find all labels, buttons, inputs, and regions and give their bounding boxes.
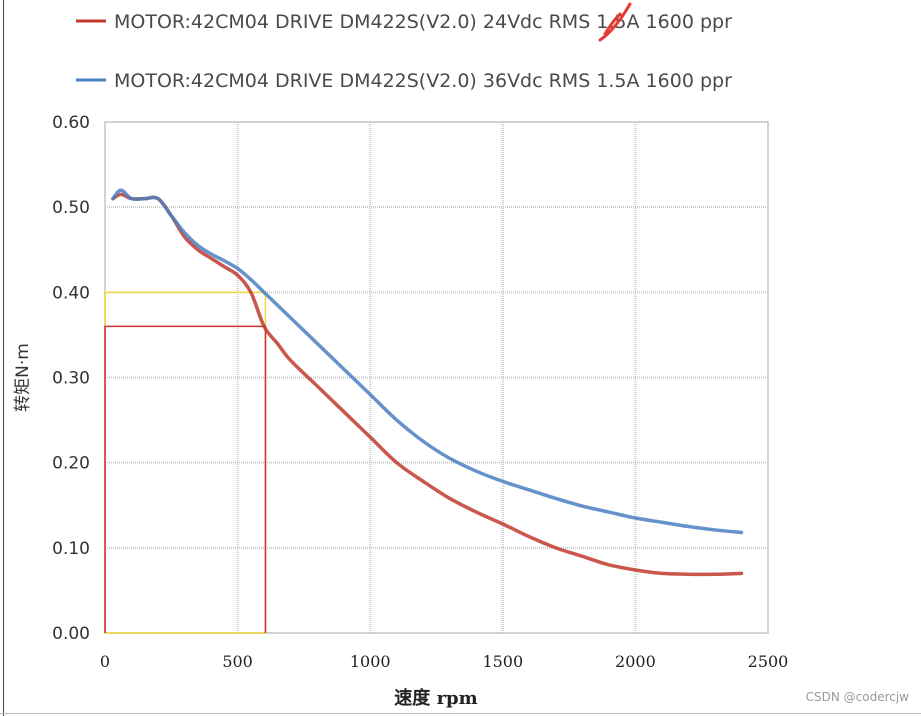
y-tick-label: 0.60: [52, 113, 90, 133]
x-tick-label: 1500: [482, 652, 523, 671]
watermark: CSDN @codercjw: [805, 690, 909, 704]
x-tick-label: 2000: [615, 652, 656, 671]
legend-label-1: MOTOR:42CM04 DRIVE DM422S(V2.0) 24Vdc RM…: [114, 11, 732, 33]
red-scribble-mark: [598, 2, 632, 42]
y-axis-label: 转矩N·m: [13, 343, 33, 412]
chart-series: [111, 188, 744, 577]
x-tick-label: 0: [100, 652, 110, 671]
y-tick-label: 0.20: [52, 454, 90, 474]
x-tick-label: 2500: [748, 652, 789, 671]
series-line-2: [111, 188, 744, 535]
chart-grid: [104, 121, 769, 634]
bottom-border: [0, 713, 921, 714]
y-tick-label: 0.10: [52, 539, 90, 559]
red-annotation-box: [104, 325, 267, 633]
plot-area: [104, 121, 769, 634]
y-tick-label: 0.00: [52, 624, 90, 644]
chart-axes: 0.00 0.10 0.20 0.30 0.40 0.50 0.60 0 500 1000 1500…: [13, 113, 788, 709]
y-tick-label: 0.30: [52, 369, 90, 389]
x-axis-label: 速度 rpm: [394, 687, 477, 709]
left-border: [3, 0, 4, 716]
y-tick-label: 0.50: [52, 198, 90, 218]
chart-annotations: [104, 291, 267, 634]
x-tick-label: 1000: [350, 652, 391, 671]
y-tick-label: 0.40: [52, 283, 90, 303]
legend-label-2: MOTOR:42CM04 DRIVE DM422S(V2.0) 36Vdc RM…: [114, 70, 732, 92]
chart-legend: MOTOR:42CM04 DRIVE DM422S(V2.0) 24Vdc RM…: [76, 11, 732, 92]
x-tick-label: 500: [222, 652, 253, 671]
